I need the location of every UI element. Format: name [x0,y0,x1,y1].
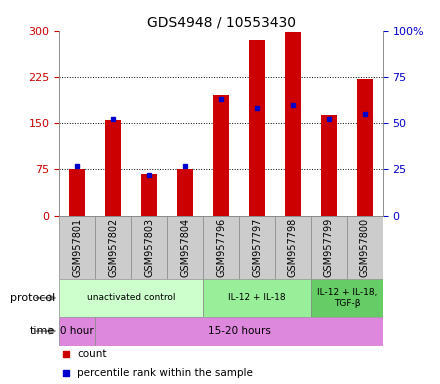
Text: time: time [30,326,55,336]
Bar [213,95,229,215]
Title: GDS4948 / 10553430: GDS4948 / 10553430 [147,16,296,30]
Bar [59,215,95,279]
Bar [311,215,347,279]
Text: GSM957801: GSM957801 [72,218,82,277]
Bar [141,174,158,215]
Text: GSM957802: GSM957802 [108,218,118,277]
Bar [311,279,383,317]
Text: GSM957800: GSM957800 [360,218,370,277]
Text: IL-12 + IL-18,
TGF-β: IL-12 + IL-18, TGF-β [317,288,377,308]
Bar [167,215,203,279]
Bar [69,169,85,215]
Bar [249,40,265,215]
Text: GSM957797: GSM957797 [252,218,262,277]
Bar [59,317,95,346]
Text: protocol: protocol [10,293,55,303]
Bar [275,215,311,279]
Text: percentile rank within the sample: percentile rank within the sample [77,368,253,378]
Text: IL-12 + IL-18: IL-12 + IL-18 [228,293,286,302]
Bar [131,215,167,279]
Text: count: count [77,349,106,359]
Text: GSM957796: GSM957796 [216,218,226,277]
Bar [285,32,301,215]
Bar [203,279,311,317]
Bar [95,215,131,279]
Text: GSM957804: GSM957804 [180,218,190,277]
Text: GSM957799: GSM957799 [324,218,334,277]
Text: 0 hour: 0 hour [60,326,94,336]
Bar [357,79,373,215]
Bar [95,317,383,346]
Bar [105,120,121,215]
Text: GSM957803: GSM957803 [144,218,154,277]
Bar [203,215,239,279]
Bar [177,169,193,215]
Bar [321,115,337,215]
Text: GSM957798: GSM957798 [288,218,298,277]
Text: 15-20 hours: 15-20 hours [208,326,271,336]
Bar [59,279,203,317]
Bar [239,215,275,279]
Text: unactivated control: unactivated control [87,293,176,302]
Bar [347,215,383,279]
